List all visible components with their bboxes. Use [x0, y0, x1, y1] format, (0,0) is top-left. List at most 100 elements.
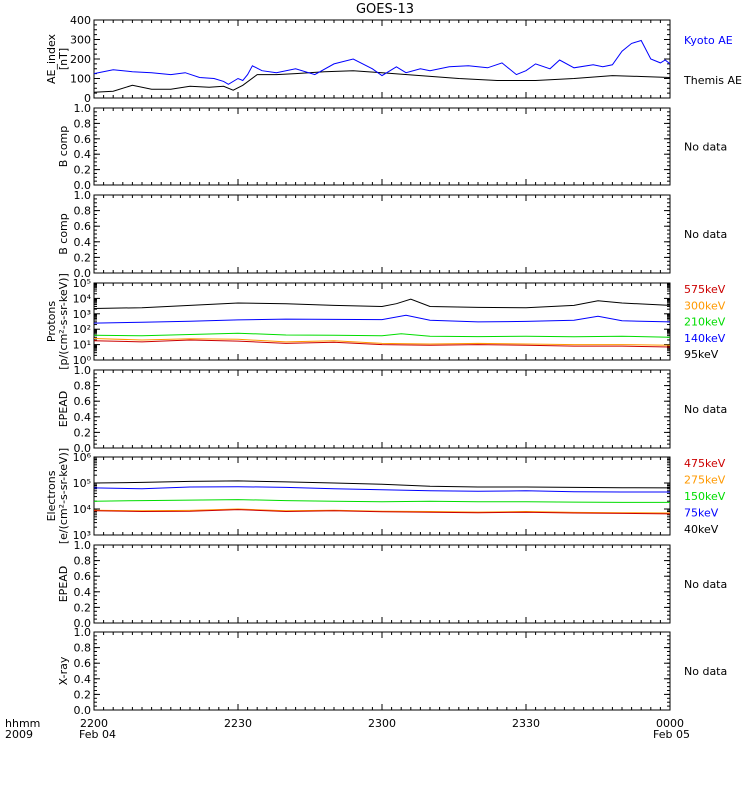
y-axis-label: B comp — [57, 213, 70, 255]
y-tick-label: 0.2 — [74, 164, 92, 177]
panel-frame — [93, 631, 671, 711]
y-tick-label: 100 — [70, 73, 91, 86]
y-axis-label: X-ray — [57, 656, 70, 685]
y-tick-label: 1.0 — [74, 189, 92, 202]
panel-frame — [93, 107, 671, 186]
y-tick-label: 10⁰ — [73, 354, 92, 367]
panel-frame — [93, 369, 671, 449]
y-tick-label: 10³ — [73, 529, 91, 542]
y-tick-label: 0.2 — [74, 251, 92, 264]
panel-frame — [93, 19, 671, 99]
panel-epead2: 0.0 0.2 0.4 0.6 0.8 1.0 EPEAD No data — [57, 539, 727, 630]
panel-xray: 0.0 0.2 0.4 0.6 0.8 1.0 X-ray No data — [57, 626, 727, 717]
y-tick-label: 0.2 — [74, 688, 92, 701]
y-axis-label: EPEAD — [57, 391, 70, 428]
legend-entry-300kev: 300keV — [684, 299, 726, 312]
legend-entry-kyoto-ae: Kyoto AE — [684, 34, 733, 47]
y-tick-label: 0.8 — [74, 642, 92, 655]
panel-ae: 0 100 200 300 400 AE_index [nT] Kyoto AE Themis … — [45, 14, 742, 105]
series-line-150kev — [93, 499, 670, 503]
time-axis: hhmm 2009 Feb 04 Feb 05 2200 2230 2300 2330… — [5, 717, 690, 741]
time-tick-label: 0000 — [656, 717, 684, 730]
y-tick-label: 1.0 — [74, 539, 92, 552]
y-axis-label-line1: AE_index — [45, 33, 58, 84]
y-axis-label: EPEAD — [57, 566, 70, 603]
y-tick-label: 0.0 — [74, 704, 92, 717]
y-tick-label: 0.6 — [74, 570, 92, 583]
y-tick-label: 200 — [70, 53, 91, 66]
y-axis-label-line2: [p/(cm²-s-sr-keV)] — [57, 273, 70, 370]
legend-entry-210kev: 210keV — [684, 316, 726, 329]
series-line-140kev — [93, 314, 671, 324]
y-tick-label: 0.0 — [74, 267, 92, 280]
y-tick-label: 0.8 — [74, 380, 92, 393]
series-line-95kev — [93, 298, 671, 309]
y-tick-label: 0.6 — [74, 133, 92, 146]
time-tick-label: 2200 — [80, 717, 108, 730]
y-tick-label: 0.4 — [74, 411, 92, 424]
no-data-label: No data — [684, 228, 727, 241]
panels-group: 0 100 200 300 400 AE_index [nT] Kyoto AE Themis … — [45, 14, 742, 717]
time-axis-label-line2: 2009 — [5, 728, 33, 741]
y-tick-label: 0.4 — [74, 586, 92, 599]
legend-entry-475kev: 475keV — [684, 457, 726, 470]
legend-entry-themis-ae: Themis AE — [683, 74, 742, 87]
time-tick-label: 2300 — [368, 717, 396, 730]
time-axis-date-right: Feb 05 — [653, 728, 690, 741]
y-tick-label: 0.6 — [74, 395, 92, 408]
y-tick-label: 10¹ — [73, 339, 91, 352]
y-tick-label: 0.4 — [74, 236, 92, 249]
y-tick-label: 0.4 — [74, 673, 92, 686]
time-axis-date-left: Feb 04 — [79, 728, 116, 741]
time-axis-label-line1: hhmm — [5, 717, 40, 730]
no-data-label: No data — [684, 665, 727, 678]
y-tick-label: 0.2 — [74, 601, 92, 614]
y-tick-label: 0 — [84, 92, 91, 105]
series-line-kyoto-ae — [93, 39, 671, 85]
y-axis-label-line1: Protons — [45, 301, 58, 342]
panel-electrons: 10³ 10⁴ 10⁵ 10⁶ Electrons [e/(cm²-s-sr-keV)] 4… — [45, 448, 726, 544]
y-tick-label: 0.0 — [74, 617, 92, 630]
y-tick-label: 0.4 — [74, 148, 92, 161]
legend-entry-95kev: 95keV — [684, 348, 719, 361]
legend-entry-150kev: 150keV — [684, 490, 726, 503]
panel-bcomp1: 0.0 0.2 0.4 0.6 0.8 1.0 B comp No data — [57, 102, 727, 192]
y-tick-label: 0.6 — [74, 657, 92, 670]
legend-entry-140kev: 140keV — [684, 332, 726, 345]
series-line-575kev — [93, 339, 671, 348]
y-tick-label: 10⁴ — [73, 292, 92, 305]
series-line-75kev — [93, 486, 670, 493]
time-tick-label: 2330 — [512, 717, 540, 730]
plot-title: GOES-13 — [356, 2, 414, 17]
y-tick-label: 10⁴ — [73, 503, 92, 516]
y-tick-label: 1.0 — [74, 626, 92, 639]
y-tick-label: 400 — [70, 14, 91, 27]
panel-frame — [93, 194, 671, 274]
y-tick-label: 10³ — [73, 308, 91, 321]
series-line-275kev — [93, 508, 671, 514]
y-tick-label: 10² — [73, 323, 91, 336]
no-data-label: No data — [684, 578, 727, 591]
y-tick-label: 10⁵ — [73, 277, 91, 290]
no-data-label: No data — [684, 403, 727, 416]
y-tick-label: 0.2 — [74, 426, 92, 439]
panel-frame — [93, 456, 671, 536]
series-line-475kev — [93, 509, 671, 515]
time-tick-label: 2230 — [224, 717, 252, 730]
legend-entry-575kev: 575keV — [684, 283, 726, 296]
y-tick-label: 1.0 — [74, 102, 92, 115]
y-tick-label: 300 — [70, 34, 91, 47]
series-line-300kev — [93, 338, 671, 346]
y-tick-label: 10⁵ — [73, 477, 91, 490]
y-tick-label: 10⁶ — [73, 451, 92, 464]
panel-bcomp2: 0.0 0.2 0.4 0.6 0.8 1.0 B comp No data — [57, 189, 727, 280]
legend-entry-275kev: 275keV — [684, 474, 726, 487]
y-tick-label: 0.8 — [74, 205, 92, 218]
y-tick-label: 0.8 — [74, 555, 92, 568]
no-data-label: No data — [684, 141, 727, 154]
series-line-40kev — [93, 480, 671, 489]
y-tick-label: 0.0 — [74, 442, 92, 455]
y-tick-label: 1.0 — [74, 364, 92, 377]
